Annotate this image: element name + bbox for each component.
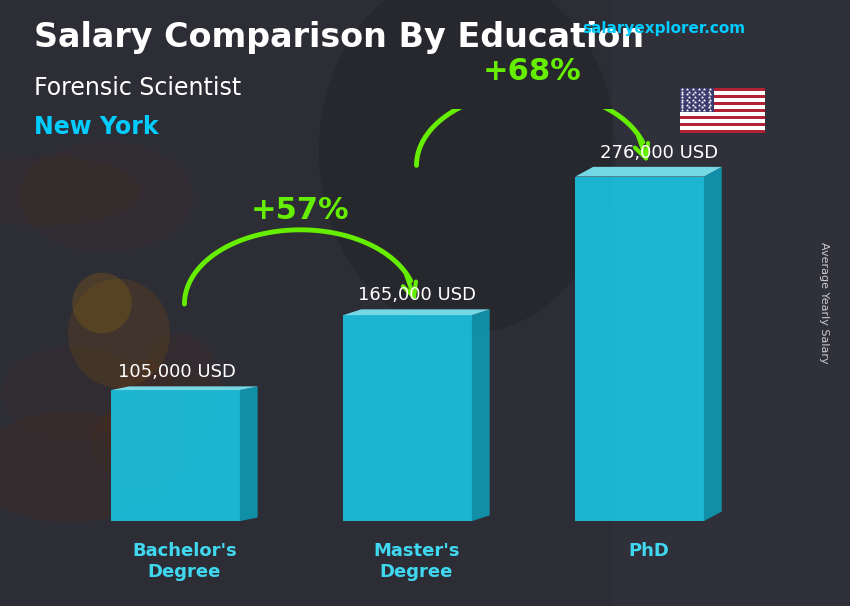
Bar <box>680 92 765 95</box>
Bar <box>680 126 765 130</box>
Text: Average Yearly Salary: Average Yearly Salary <box>819 242 829 364</box>
Text: Master's
Degree: Master's Degree <box>373 542 460 581</box>
Bar <box>680 119 765 123</box>
Polygon shape <box>343 309 490 315</box>
Bar <box>680 123 765 126</box>
Text: New York: New York <box>34 115 159 139</box>
Bar <box>680 130 765 133</box>
Bar <box>680 112 765 116</box>
Ellipse shape <box>0 156 140 226</box>
Bar <box>612 0 850 606</box>
Bar <box>680 109 765 112</box>
Ellipse shape <box>72 273 132 333</box>
Text: 105,000 USD: 105,000 USD <box>118 364 236 381</box>
Text: Salary Comparison By Education: Salary Comparison By Education <box>34 21 644 54</box>
Bar <box>680 105 765 109</box>
Bar <box>680 102 765 105</box>
Polygon shape <box>575 176 704 521</box>
Polygon shape <box>111 387 258 390</box>
Bar <box>680 88 714 112</box>
Polygon shape <box>704 167 722 521</box>
Polygon shape <box>111 390 240 521</box>
Ellipse shape <box>68 279 170 388</box>
Bar <box>680 116 765 119</box>
Bar <box>680 88 765 92</box>
Text: Bachelor's
Degree: Bachelor's Degree <box>132 542 237 581</box>
Text: salaryexplorer.com: salaryexplorer.com <box>582 21 745 36</box>
Ellipse shape <box>139 333 221 452</box>
Polygon shape <box>240 387 258 521</box>
Ellipse shape <box>319 0 616 333</box>
Text: 165,000 USD: 165,000 USD <box>358 287 476 304</box>
Polygon shape <box>472 309 490 521</box>
Ellipse shape <box>20 142 193 252</box>
Text: +68%: +68% <box>483 58 582 86</box>
Polygon shape <box>575 167 722 176</box>
Text: Forensic Scientist: Forensic Scientist <box>34 76 241 100</box>
Text: +57%: +57% <box>251 196 350 225</box>
Text: 276,000 USD: 276,000 USD <box>600 144 718 162</box>
Bar <box>680 98 765 102</box>
Text: PhD: PhD <box>628 542 669 560</box>
Ellipse shape <box>92 399 201 485</box>
Ellipse shape <box>2 346 145 439</box>
Ellipse shape <box>0 412 166 522</box>
Ellipse shape <box>107 360 184 506</box>
Polygon shape <box>343 315 472 521</box>
Ellipse shape <box>105 370 247 479</box>
Bar <box>680 95 765 98</box>
